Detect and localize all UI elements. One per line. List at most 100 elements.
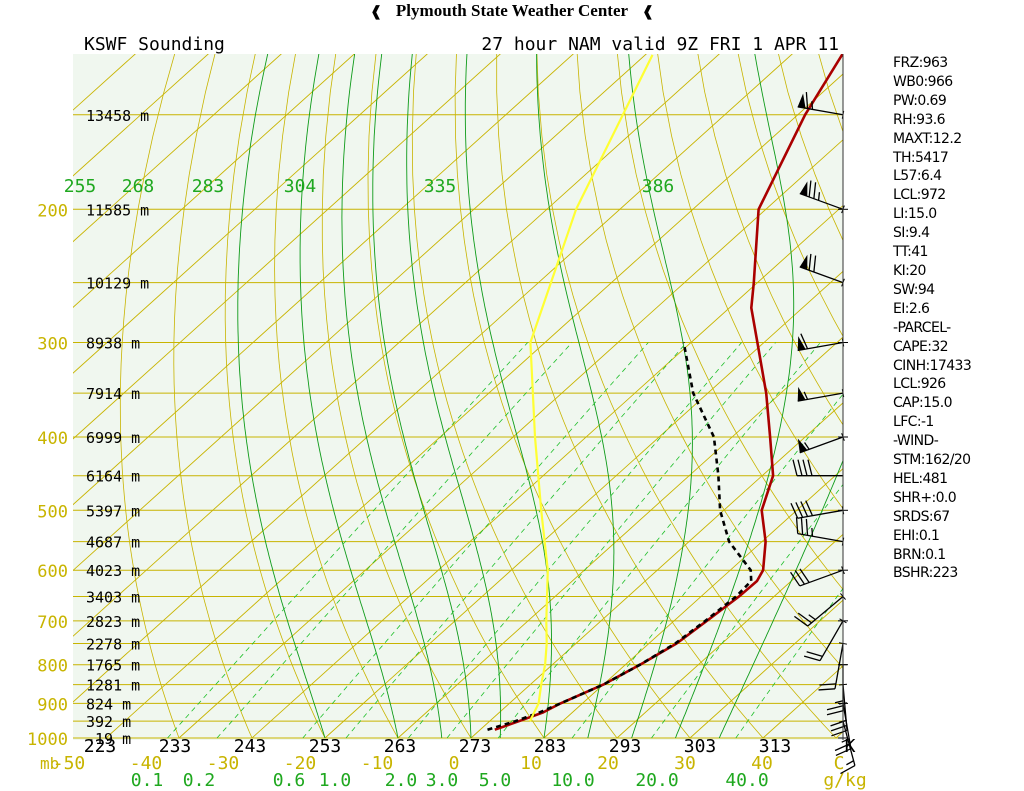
index-entry: TH:5417 [893, 149, 949, 166]
index-entry: KI:20 [893, 262, 926, 279]
theta-e-label: 304 [284, 176, 317, 197]
isotherm-line [616, 533, 843, 739]
temperature-tick-label: 20 [597, 753, 619, 774]
isotherm-line [73, 54, 720, 637]
wind-barb [795, 517, 845, 546]
height-label: 4023 m [86, 562, 140, 580]
header-title: Plymouth State Weather Center [395, 1, 629, 20]
height-label: 13458 m [86, 107, 149, 125]
temperature-tick-label: C [834, 753, 845, 774]
mixing-ratio-tick-label: 1.0 [319, 770, 352, 791]
theta-e-label: 268 [122, 176, 155, 197]
height-label: 8938 m [86, 334, 140, 352]
wind-barb [797, 333, 845, 352]
mixing-ratio-unit-label: g/kg [823, 770, 866, 791]
height-label: 7914 m [86, 385, 140, 403]
dry-adiabat-line [321, 54, 472, 739]
temperature-tick-label: 10 [520, 753, 542, 774]
valid-time-title: 27 hour NAM valid 9Z FRI 1 APR 11 [481, 34, 839, 55]
isotherm-line [73, 54, 574, 506]
index-entry: LCL:972 [893, 187, 946, 204]
right-flag-icon: ❰ [642, 5, 654, 20]
height-label: 10129 m [86, 275, 149, 293]
height-label: 2823 m [86, 613, 140, 631]
isotherm-line [73, 54, 355, 308]
wind-barb [790, 500, 845, 519]
dry-adiabat-line [617, 54, 843, 591]
dry-adiabat-line [173, 54, 253, 739]
isotherm-line [73, 54, 282, 243]
temperature-tick-label: -50 [53, 753, 86, 774]
temperature-tick-label: -40 [130, 753, 163, 774]
isotherm-line [73, 54, 209, 177]
isotherm-line [73, 54, 793, 703]
sounding-indices: FRZ:963 WB0:966 PW:0.69 RH:93.6 MAXT:12.2 TH:… [893, 54, 972, 583]
dry-adiabat-line [576, 54, 843, 669]
index-entry: SHR+:0.0 [893, 489, 957, 506]
mixing-ratio-tick-label: 0.6 [273, 770, 306, 791]
wind-barb [794, 593, 846, 627]
pressure-tick-label: 500 [37, 502, 68, 522]
dry-adiabat-line [274, 54, 399, 739]
wind-barb [797, 433, 845, 454]
isotherm-line [178, 139, 843, 739]
height-label: 3403 m [86, 588, 140, 606]
dry-adiabat-line [697, 54, 843, 426]
wind-barb [799, 180, 845, 214]
theta-e-label: 283 [192, 176, 225, 197]
index-entry: FRZ:963 [893, 55, 948, 71]
mixing-ratio-line [345, 342, 687, 739]
dry-adiabat-line [119, 54, 180, 739]
index-entry: SRDS:67 [893, 508, 950, 525]
parcel-line [528, 54, 654, 722]
dry-adiabat-line [991, 0, 1024, 738]
mixing-ratio-line [446, 342, 776, 739]
dry-adiabat-line [536, 54, 837, 739]
dry-adiabat-line [224, 54, 326, 739]
kelvin-tick-label: 303 [684, 736, 717, 757]
index-entry: SI:9.4 [893, 225, 930, 242]
index-entry: STM:162/20 [893, 452, 971, 469]
mixing-ratio-tick-label: 10.0 [551, 770, 594, 791]
mixing-ratio-line [302, 342, 649, 739]
mixing-ratio-tick-label: 5.0 [479, 770, 512, 791]
mixing-ratio-line [735, 587, 843, 739]
kelvin-tick-label: 273 [459, 736, 492, 757]
index-entry: L57:6.4 [893, 168, 942, 185]
wind-barb [797, 386, 845, 402]
dry-adiabat-line [367, 54, 545, 739]
height-label: 2278 m [86, 635, 140, 653]
index-entry: SW:94 [893, 281, 935, 298]
height-label: 1765 m [86, 657, 140, 675]
pressure-tick-label: 800 [37, 657, 68, 677]
wind-barb [799, 253, 845, 287]
temperature-tick-label: -30 [207, 753, 240, 774]
index-entry: TT:41 [893, 244, 928, 261]
theta-e-label: 386 [642, 176, 675, 197]
height-label: 1281 m [86, 677, 140, 695]
station-title: KSWF Sounding [84, 34, 225, 55]
moist-adiabat-line [237, 54, 326, 739]
dry-adiabat-line [496, 54, 764, 739]
moist-adiabat-line [718, 459, 843, 739]
pressure-tick-label: 600 [37, 562, 68, 582]
moist-adiabat-line [406, 54, 502, 739]
index-entry: CAP:15.0 [893, 395, 952, 412]
height-label: 6999 m [86, 429, 140, 447]
index-entry: LI:15.0 [893, 206, 937, 223]
isotherm-line [689, 599, 843, 739]
isotherm-line [543, 468, 843, 739]
wind-barb [818, 642, 848, 691]
wind-barb [792, 459, 844, 480]
moist-adiabat-line [341, 54, 443, 739]
moist-adiabat-line [464, 54, 552, 739]
pressure-tick-label: 200 [37, 201, 68, 221]
kelvin-tick-label: 233 [159, 736, 192, 757]
height-label: 824 m [86, 695, 131, 713]
pressure-tick-label: 300 [37, 334, 68, 354]
mixing-ratio-line [216, 342, 573, 739]
theta-e-label: 255 [64, 176, 97, 197]
kelvin-tick-label: 313 [759, 736, 792, 757]
kelvin-tick-label: 263 [384, 736, 417, 757]
wind-barb [797, 92, 845, 119]
